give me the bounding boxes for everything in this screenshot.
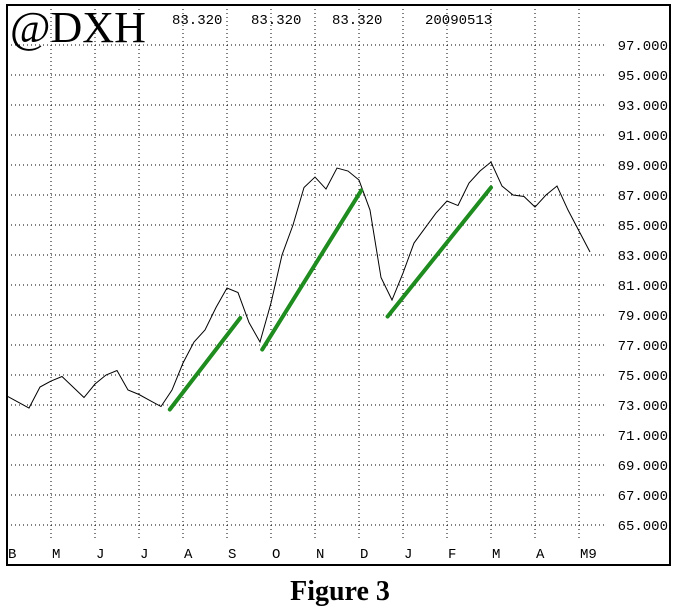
header-value: 83.320 [251, 13, 301, 29]
x-tick-label: J [96, 547, 104, 563]
y-tick-label: 97.000 [618, 39, 668, 55]
y-tick-label: 85.000 [618, 219, 668, 235]
x-tick-label: N [316, 547, 324, 563]
trend-line [167, 316, 243, 412]
price-line [6, 161, 591, 409]
y-tick-label: 73.000 [618, 399, 668, 415]
x-tick-label: B [8, 547, 16, 563]
x-tick-label: D [360, 547, 368, 563]
y-tick-label: 69.000 [618, 459, 668, 475]
y-tick-label: 95.000 [618, 69, 668, 85]
header-date: 20090513 [425, 13, 492, 29]
y-tick-label: 67.000 [618, 489, 668, 505]
frame [6, 4, 671, 566]
y-tick-label: 75.000 [618, 369, 668, 385]
trend-line [385, 185, 493, 319]
x-tick-label: A [536, 547, 545, 563]
caption: Figure 3 [290, 576, 390, 607]
y-tick-label: 81.000 [618, 279, 668, 295]
y-tick-label: 91.000 [618, 129, 668, 145]
y-tick-label: 83.000 [618, 249, 668, 265]
y-tick-label: 89.000 [618, 159, 668, 175]
x-tick-label: M9 [580, 547, 597, 563]
y-tick-label: 71.000 [618, 429, 668, 445]
x-tick-label: S [228, 547, 236, 563]
y-tick-label: 77.000 [618, 339, 668, 355]
x-tick-label: F [448, 547, 456, 563]
x-tick-label: M [492, 547, 500, 563]
header-value: 83.320 [332, 13, 382, 29]
x-tick-label: M [52, 547, 60, 563]
x-tick-label: J [140, 547, 148, 563]
x-tick-label: J [404, 547, 412, 563]
trend-line [260, 188, 364, 352]
x-tick-label: A [184, 547, 193, 563]
x-tick-label: O [272, 547, 280, 563]
y-tick-label: 79.000 [618, 309, 668, 325]
y-tick-label: 93.000 [618, 99, 668, 115]
header-value: 83.320 [172, 13, 222, 29]
y-tick-label: 87.000 [618, 189, 668, 205]
chart-title: @DXH [10, 3, 146, 52]
y-tick-label: 65.000 [618, 519, 668, 535]
